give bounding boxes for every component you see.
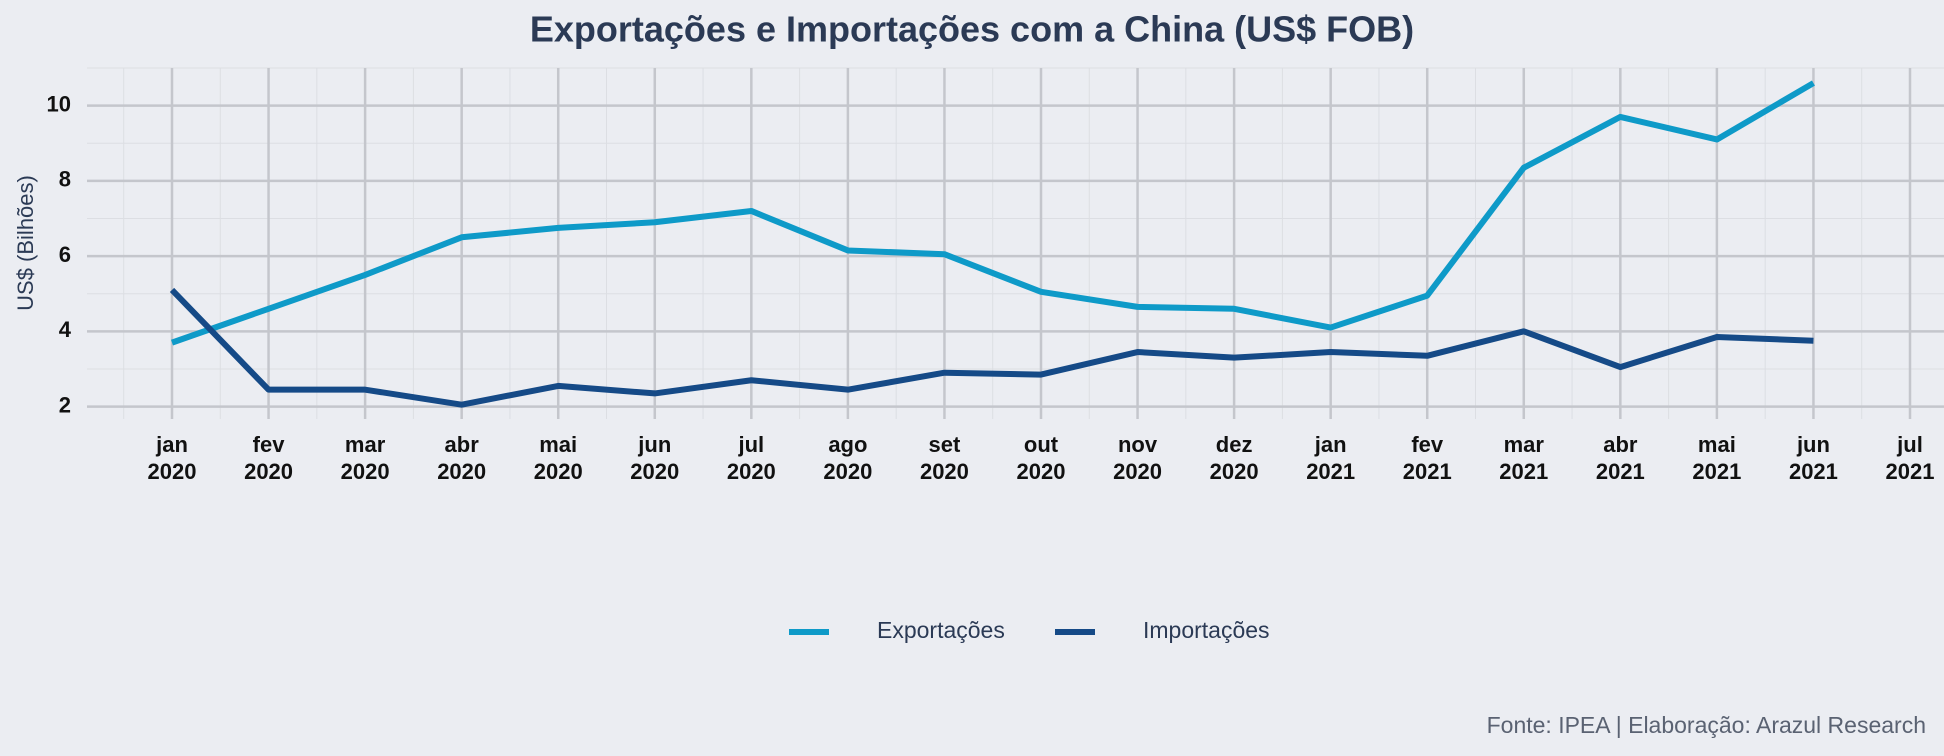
legend-label: Exportações [877,617,1005,643]
x-tick-label: jun 2020 [630,432,679,484]
x-tick-label: mai 2020 [534,432,583,484]
x-tick-label: jul 2020 [727,432,776,484]
x-tick-label: nov 2020 [1113,432,1162,484]
y-tick-label: 6 [59,242,71,267]
x-tick-label: fev 2020 [244,432,293,484]
x-tick-label: fev 2021 [1403,432,1452,484]
x-tick-label: jul 2021 [1886,432,1935,484]
line-series [169,287,1814,408]
x-tick-label: dez 2020 [1210,432,1259,484]
line-series [171,80,1815,346]
x-tick-label: jan 2020 [148,432,197,484]
y-tick-label: 10 [47,91,71,116]
y-tick-label: 8 [59,167,71,192]
y-tick-label: 2 [59,392,71,417]
x-tick-label: ago 2020 [823,432,872,484]
x-tick-label: out 2020 [1017,432,1066,484]
legend-label: Importações [1143,617,1270,643]
x-tick-label: mai 2021 [1692,432,1741,484]
x-tick-label: set 2020 [920,432,969,484]
x-tick-label: abr 2021 [1596,432,1645,484]
x-tick-label: mar 2020 [341,432,390,484]
x-tick-label: jan 2021 [1306,432,1355,484]
y-axis-label: US$ (Bilhões) [13,175,38,311]
chart-title: Exportações e Importações com a China (U… [530,9,1414,50]
y-tick-label: 4 [59,317,72,342]
source-note: Fonte: IPEA | Elaboração: Arazul Researc… [1487,712,1926,738]
x-tick-label: mar 2021 [1499,432,1548,484]
x-tick-label: abr 2020 [437,432,486,484]
x-tick-label: jun 2021 [1789,432,1838,484]
